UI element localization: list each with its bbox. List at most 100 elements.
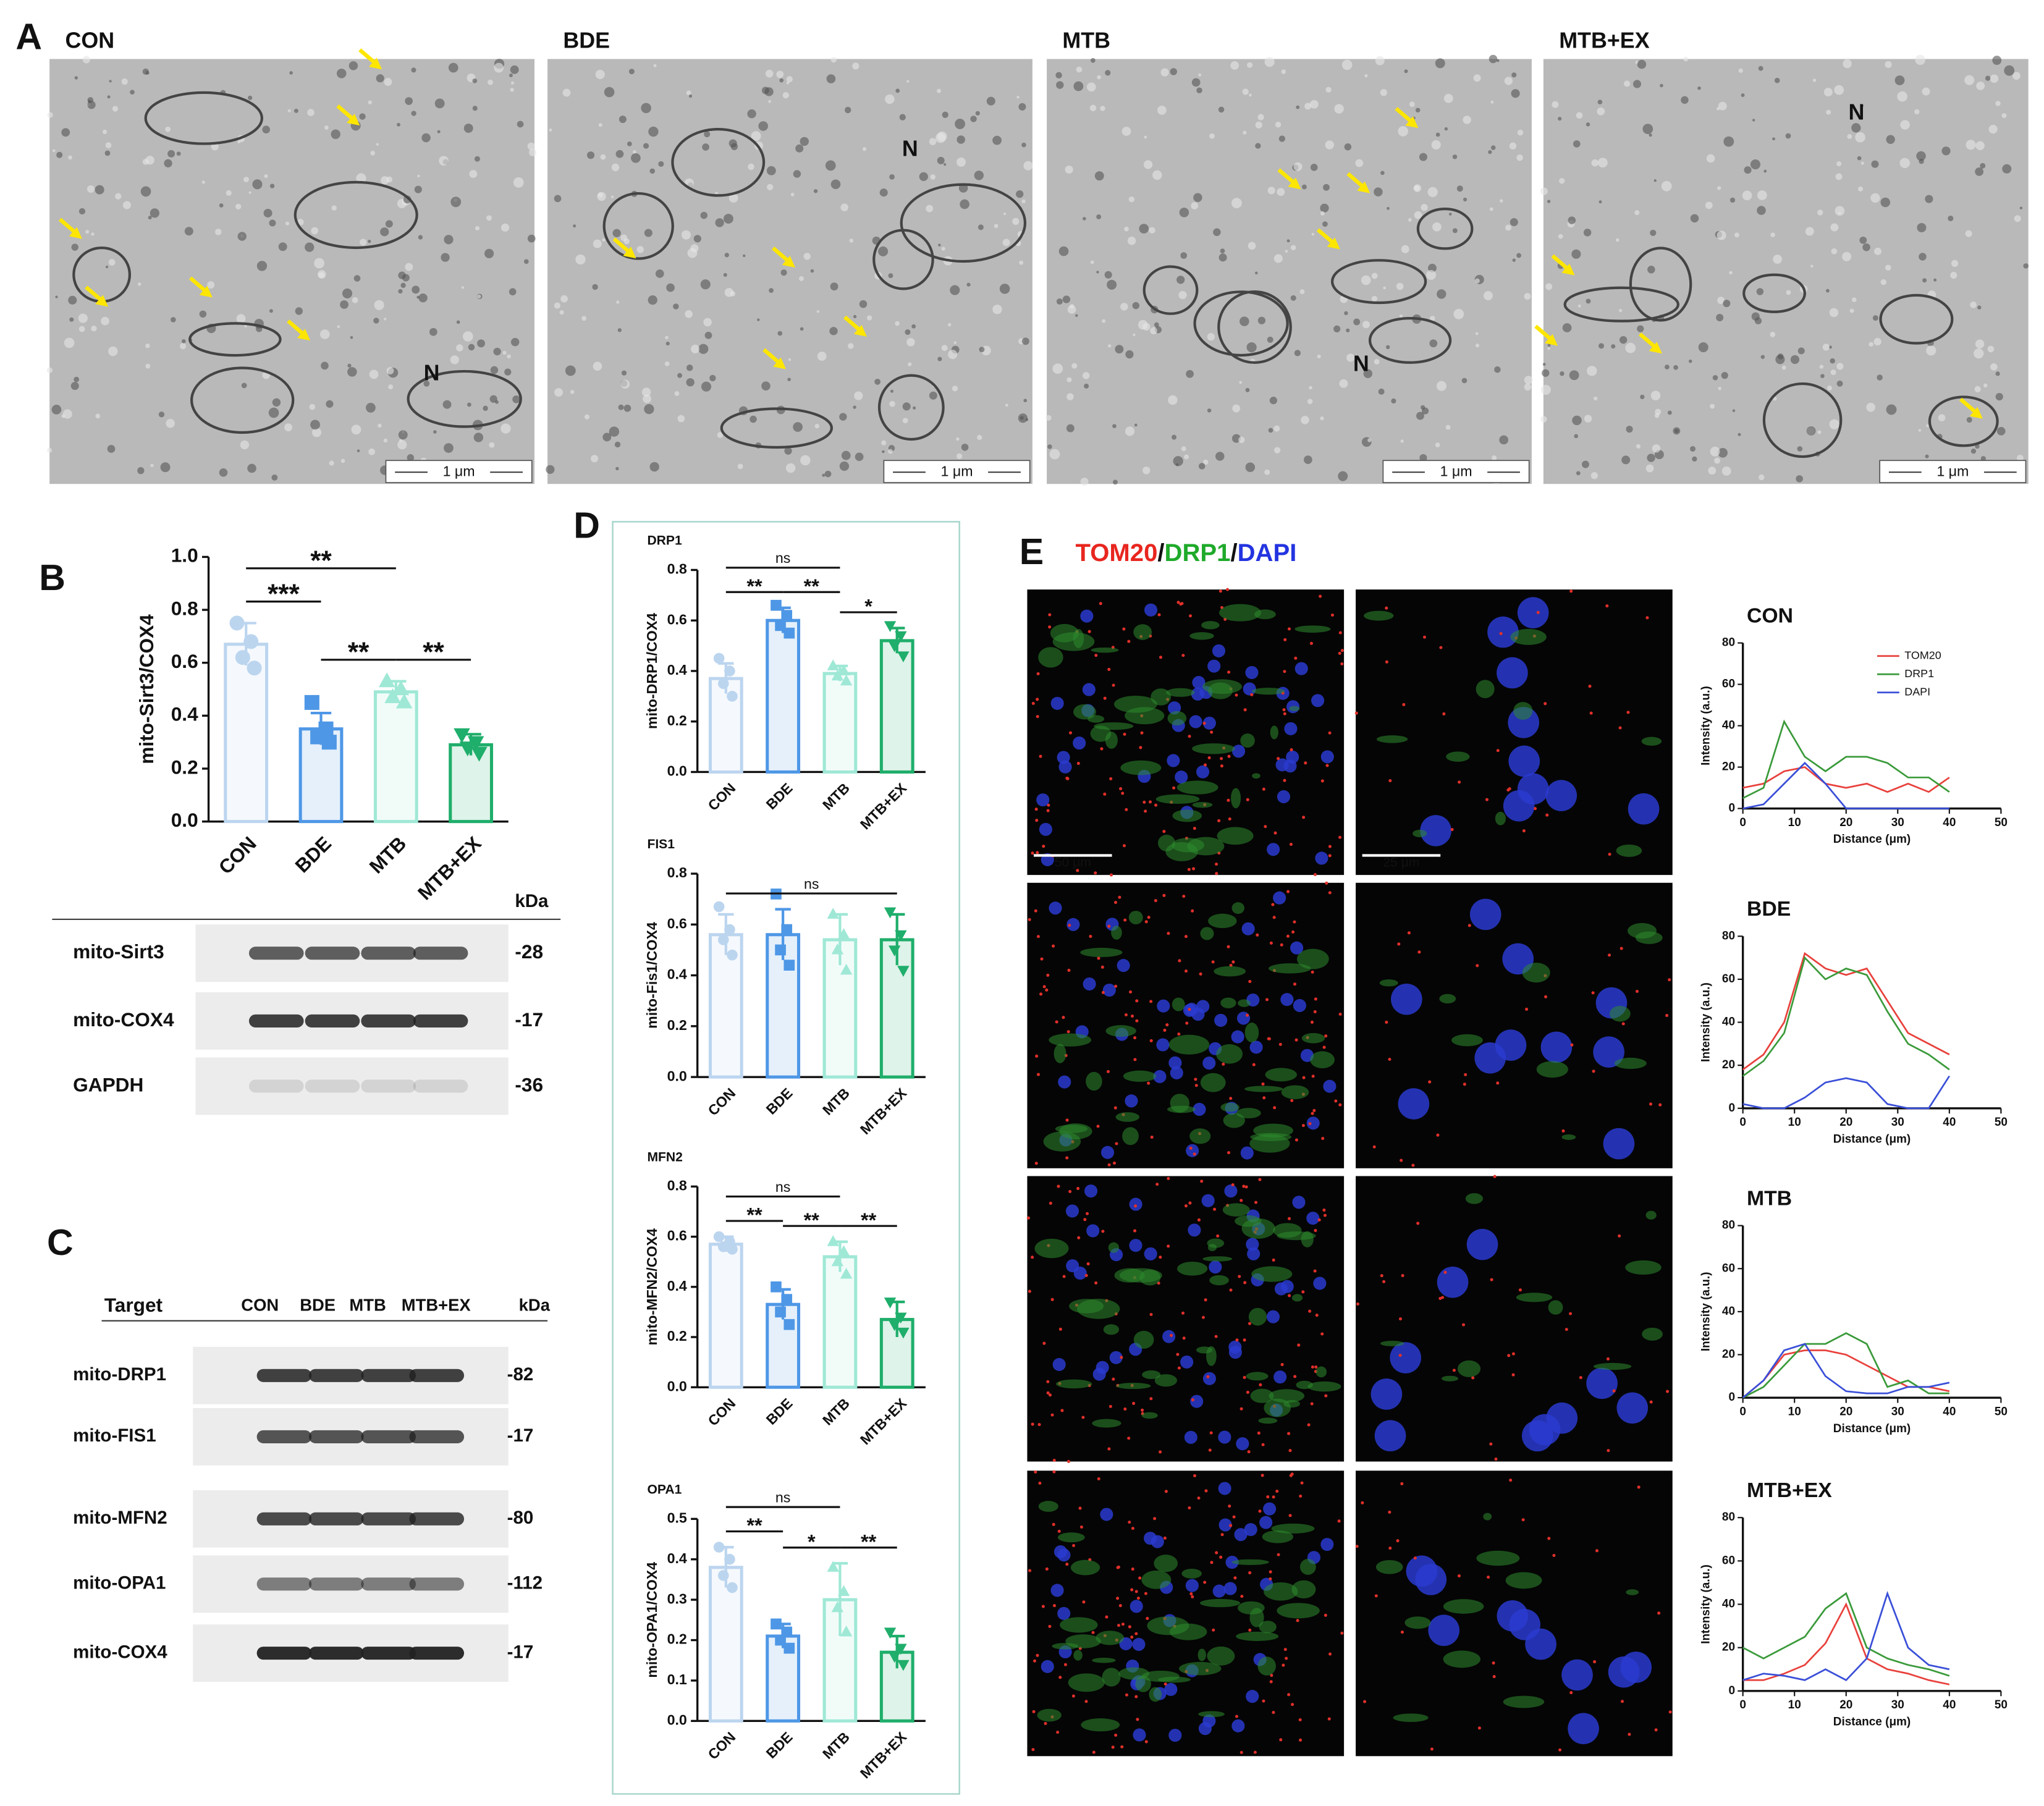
- drp1-stain: [1223, 1113, 1245, 1128]
- em-texture: [1590, 472, 1598, 479]
- data-point: [888, 641, 901, 652]
- tom20-stain: [1267, 1037, 1271, 1040]
- drp1-stain: [1070, 1559, 1100, 1576]
- tom20-stain: [1123, 732, 1126, 736]
- em-texture: [527, 234, 536, 243]
- tom20-stain: [1545, 813, 1549, 817]
- em-texture: [1759, 474, 1765, 481]
- em-texture: [1293, 162, 1303, 171]
- tom20-stain: [1308, 1122, 1312, 1126]
- data-point: [837, 928, 850, 939]
- kda-label: -17: [507, 1642, 534, 1662]
- tom20-stain: [1380, 1274, 1383, 1278]
- em-texture: [950, 285, 960, 295]
- tom20-stain: [1388, 779, 1392, 783]
- em-texture: [1489, 207, 1493, 211]
- em-texture: [1900, 120, 1910, 130]
- drp1-stain: [1522, 963, 1550, 983]
- nucleus-stain: [1234, 1528, 1248, 1542]
- x-tick-label: MTB: [365, 832, 410, 878]
- em-texture: [1138, 319, 1148, 330]
- em-texture: [69, 317, 74, 322]
- nucleus-stain: [1249, 1040, 1263, 1054]
- y-tick-label: 40: [1722, 719, 1735, 732]
- nucleus-stain: [1185, 1002, 1199, 1016]
- em-texture: [889, 174, 895, 180]
- nucleus-stain: [1130, 1600, 1143, 1613]
- tom20-stain: [1569, 589, 1573, 593]
- em-texture: [786, 76, 793, 83]
- tom20-stain: [1204, 1489, 1208, 1493]
- y-tick-label: 0.2: [171, 756, 198, 778]
- em-texture: [368, 100, 372, 104]
- em-texture: [1650, 390, 1661, 400]
- tom20-stain: [1355, 1545, 1359, 1548]
- tom20-stain: [1569, 1691, 1573, 1695]
- tom20-stain: [1155, 1183, 1159, 1186]
- tom20-stain: [1039, 992, 1043, 996]
- em-texture: [1179, 208, 1189, 217]
- em-texture: [1510, 218, 1518, 227]
- em-texture: [1718, 101, 1727, 111]
- em-texture: [958, 184, 968, 193]
- em-texture: [1309, 386, 1312, 390]
- em-texture: [1419, 454, 1427, 462]
- em-texture: [1717, 186, 1721, 190]
- em-texture: [1191, 78, 1201, 87]
- tom20-stain: [1239, 1199, 1243, 1202]
- em-texture: [130, 90, 135, 95]
- em-texture: [1246, 342, 1257, 353]
- em-texture: [109, 80, 112, 83]
- tom20-stain: [1112, 683, 1115, 687]
- tom20-stain: [1462, 1323, 1466, 1327]
- em-texture: [1623, 80, 1631, 87]
- tom20-stain: [1188, 735, 1191, 738]
- y-axis-title: mito-OPA1/COX4: [644, 1562, 660, 1678]
- scale-text-bg: [925, 463, 989, 480]
- em-texture: [1698, 342, 1708, 353]
- tom20-stain: [1042, 845, 1045, 848]
- nucleus-stain: [1052, 1357, 1066, 1371]
- em-organelle: [602, 192, 674, 260]
- drp1-stain: [1393, 1713, 1429, 1722]
- em-texture: [1341, 59, 1353, 70]
- tom20-stain: [1589, 711, 1593, 715]
- em-texture: [881, 440, 887, 445]
- tom20-stain: [1188, 1201, 1192, 1205]
- em-texture: [373, 318, 379, 324]
- nucleus-stain: [1224, 1184, 1238, 1198]
- em-texture: [1494, 366, 1501, 373]
- drp1-stain: [1208, 913, 1237, 929]
- tom20-stain: [1139, 746, 1142, 749]
- tom20-stain: [1229, 1524, 1233, 1527]
- tom20-stain: [1308, 1309, 1312, 1313]
- em-texture: [510, 65, 519, 74]
- em-texture: [1835, 173, 1843, 180]
- data-point: [471, 746, 488, 762]
- em-texture: [1090, 260, 1094, 264]
- em-texture: [1299, 289, 1305, 295]
- tom20-stain: [1201, 1315, 1206, 1319]
- tom20-stain: [1122, 627, 1126, 631]
- tom20-stain: [1142, 800, 1146, 804]
- y-tick-label: 0: [1728, 1391, 1735, 1404]
- em-texture: [1296, 105, 1300, 109]
- em-texture: [1399, 314, 1403, 318]
- nucleus-stain: [1286, 750, 1299, 764]
- em-texture: [1019, 260, 1024, 265]
- y-tick-label: 60: [1722, 678, 1735, 691]
- x-tick-label: MTB+EX: [857, 1395, 910, 1448]
- em-texture: [653, 64, 657, 67]
- tom20-stain: [1078, 1506, 1082, 1510]
- drp1-stain: [1238, 999, 1251, 1007]
- tom20-stain: [1113, 1161, 1117, 1165]
- nucleus-stain: [1202, 716, 1216, 730]
- em-texture: [751, 131, 761, 141]
- drp1-stain: [1197, 1648, 1206, 1661]
- em-texture: [1320, 203, 1329, 213]
- nucleus-stain: [1241, 922, 1255, 935]
- em-organelle: [1368, 316, 1452, 364]
- em-texture: [1851, 297, 1857, 302]
- drp1-stain: [1147, 1616, 1189, 1635]
- em-texture: [546, 465, 555, 474]
